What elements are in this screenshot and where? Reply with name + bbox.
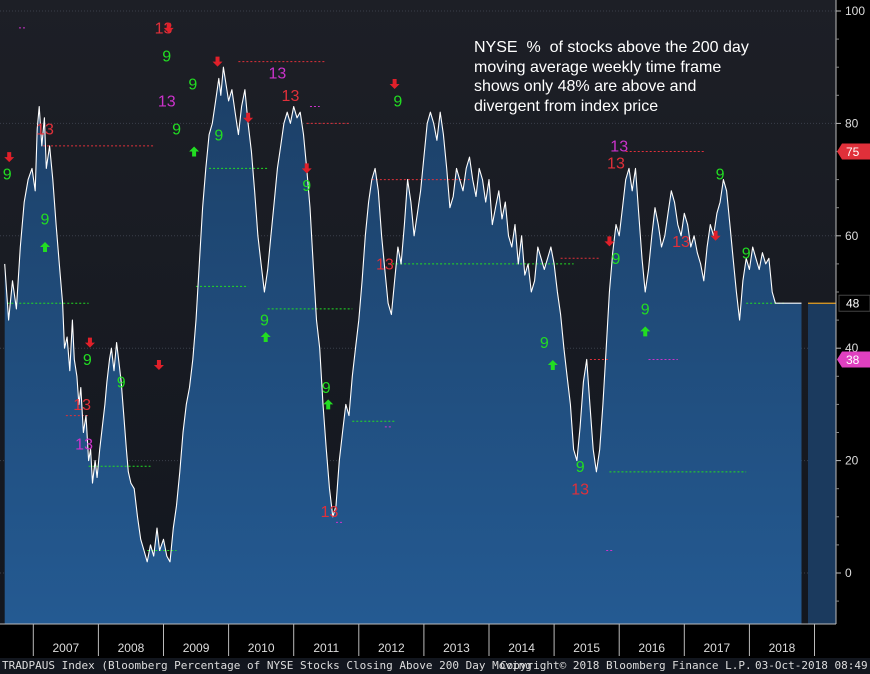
- td-setup-9-label: 9: [214, 127, 223, 144]
- x-tick-label: 2017: [704, 641, 731, 655]
- arrow-up-icon: [40, 242, 51, 253]
- arrow-down-icon: [212, 56, 223, 67]
- td-setup-9-label: 9: [188, 77, 197, 94]
- td-setup-9-label: 9: [611, 251, 620, 268]
- footer-index-description: TRADPAUS Index (Bloomberg Percentage of …: [2, 659, 532, 672]
- arrow-up-icon: [189, 146, 200, 157]
- x-tick-label: 2012: [378, 641, 405, 655]
- td-countdown-13-label: 13: [607, 155, 625, 172]
- y-axis-panel: [836, 0, 870, 624]
- td-setup-9-label: 9: [83, 352, 92, 369]
- arrow-down-icon: [301, 163, 312, 174]
- td-countdown-13-label: 13: [321, 504, 339, 521]
- x-axis-panel: [0, 624, 870, 658]
- arrow-down-icon: [4, 152, 15, 163]
- arrow-down-icon: [604, 236, 615, 247]
- td-countdown-13-label: 13: [269, 65, 287, 82]
- x-tick-label: 2007: [52, 641, 79, 655]
- arrow-up-icon: [640, 326, 651, 337]
- td-setup-9-label: 9: [41, 212, 50, 229]
- td-countdown-13-label: 13: [571, 481, 589, 498]
- last-value-tag-bg: [837, 295, 870, 312]
- arrow-down-icon: [389, 79, 400, 90]
- arrow-up-icon: [323, 399, 334, 410]
- arrow-down-icon: [84, 337, 95, 348]
- x-tick-label: 2018: [769, 641, 796, 655]
- x-tick-label: 2009: [183, 641, 210, 655]
- td-setup-9-label: 9: [576, 459, 585, 476]
- last-value-tag: 48: [846, 297, 860, 311]
- td-setup-9-label: 9: [322, 380, 331, 397]
- td-countdown-13-label: 13: [282, 88, 300, 105]
- arrow-down-icon: [163, 22, 174, 33]
- footer-copyright: Copyright© 2018 Bloomberg Finance L.P.: [500, 659, 752, 672]
- x-tick-label: 2013: [443, 641, 470, 655]
- td-countdown-13-label: 13: [672, 234, 690, 251]
- y-tag-75-bg: [837, 143, 870, 160]
- arrow-down-icon: [153, 360, 164, 371]
- y-tag-38-bg: [837, 351, 870, 368]
- series-area-tail: [808, 303, 836, 624]
- arrow-down-icon: [243, 112, 254, 123]
- last-value-tag-border: [838, 294, 870, 312]
- td-setup-9-label: 9: [742, 245, 751, 262]
- td-setup-9-label: 9: [260, 313, 269, 330]
- td-countdown-13-label: 13: [36, 122, 54, 139]
- td-setup-9-label: 9: [172, 122, 181, 139]
- y-tick-label: 60: [845, 229, 859, 243]
- td-countdown-13-label: 13: [73, 397, 91, 414]
- y-tick-label: 100: [845, 4, 865, 18]
- x-tick-label: 2014: [508, 641, 535, 655]
- td-countdown-13-label: 13: [376, 257, 394, 274]
- td-countdown-13-label: 13: [75, 436, 93, 453]
- y-tick-label: 80: [845, 116, 859, 130]
- x-tick-label: 2008: [118, 641, 145, 655]
- arrow-up-icon: [547, 360, 558, 371]
- series-area: [4, 67, 802, 624]
- y-tick-label: 20: [845, 454, 859, 468]
- td-setup-9-label: 9: [162, 49, 171, 66]
- arrow-down-icon: [710, 230, 721, 241]
- y-tick-label: 0: [845, 566, 852, 580]
- y-tag-38: 38: [846, 353, 860, 367]
- chart-annotation: NYSE % of stocks above the 200 day movin…: [474, 39, 749, 115]
- x-tick-label: 2015: [573, 641, 600, 655]
- td-countdown-13-label: 13: [158, 94, 176, 111]
- x-tick-label: 2011: [313, 641, 339, 655]
- td-setup-9-label: 9: [540, 335, 549, 352]
- td-countdown-13-label: 13: [610, 139, 628, 156]
- x-tick-label: 2010: [248, 641, 275, 655]
- arrow-up-icon: [260, 331, 271, 342]
- td-setup-9-label: 9: [393, 94, 402, 111]
- x-tick-label: 2016: [638, 641, 665, 655]
- y-tag-75: 75: [846, 145, 860, 159]
- series-line: [4, 66, 802, 563]
- td-setup-9-label: 9: [302, 178, 311, 195]
- footer-timestamp: 03-Oct-2018 08:49:36: [755, 659, 870, 672]
- td-setup-9-label: 9: [641, 301, 650, 318]
- td-setup-9-label: 9: [716, 167, 725, 184]
- td-setup-9-label: 9: [117, 375, 126, 392]
- td-setup-9-label: 9: [3, 167, 12, 184]
